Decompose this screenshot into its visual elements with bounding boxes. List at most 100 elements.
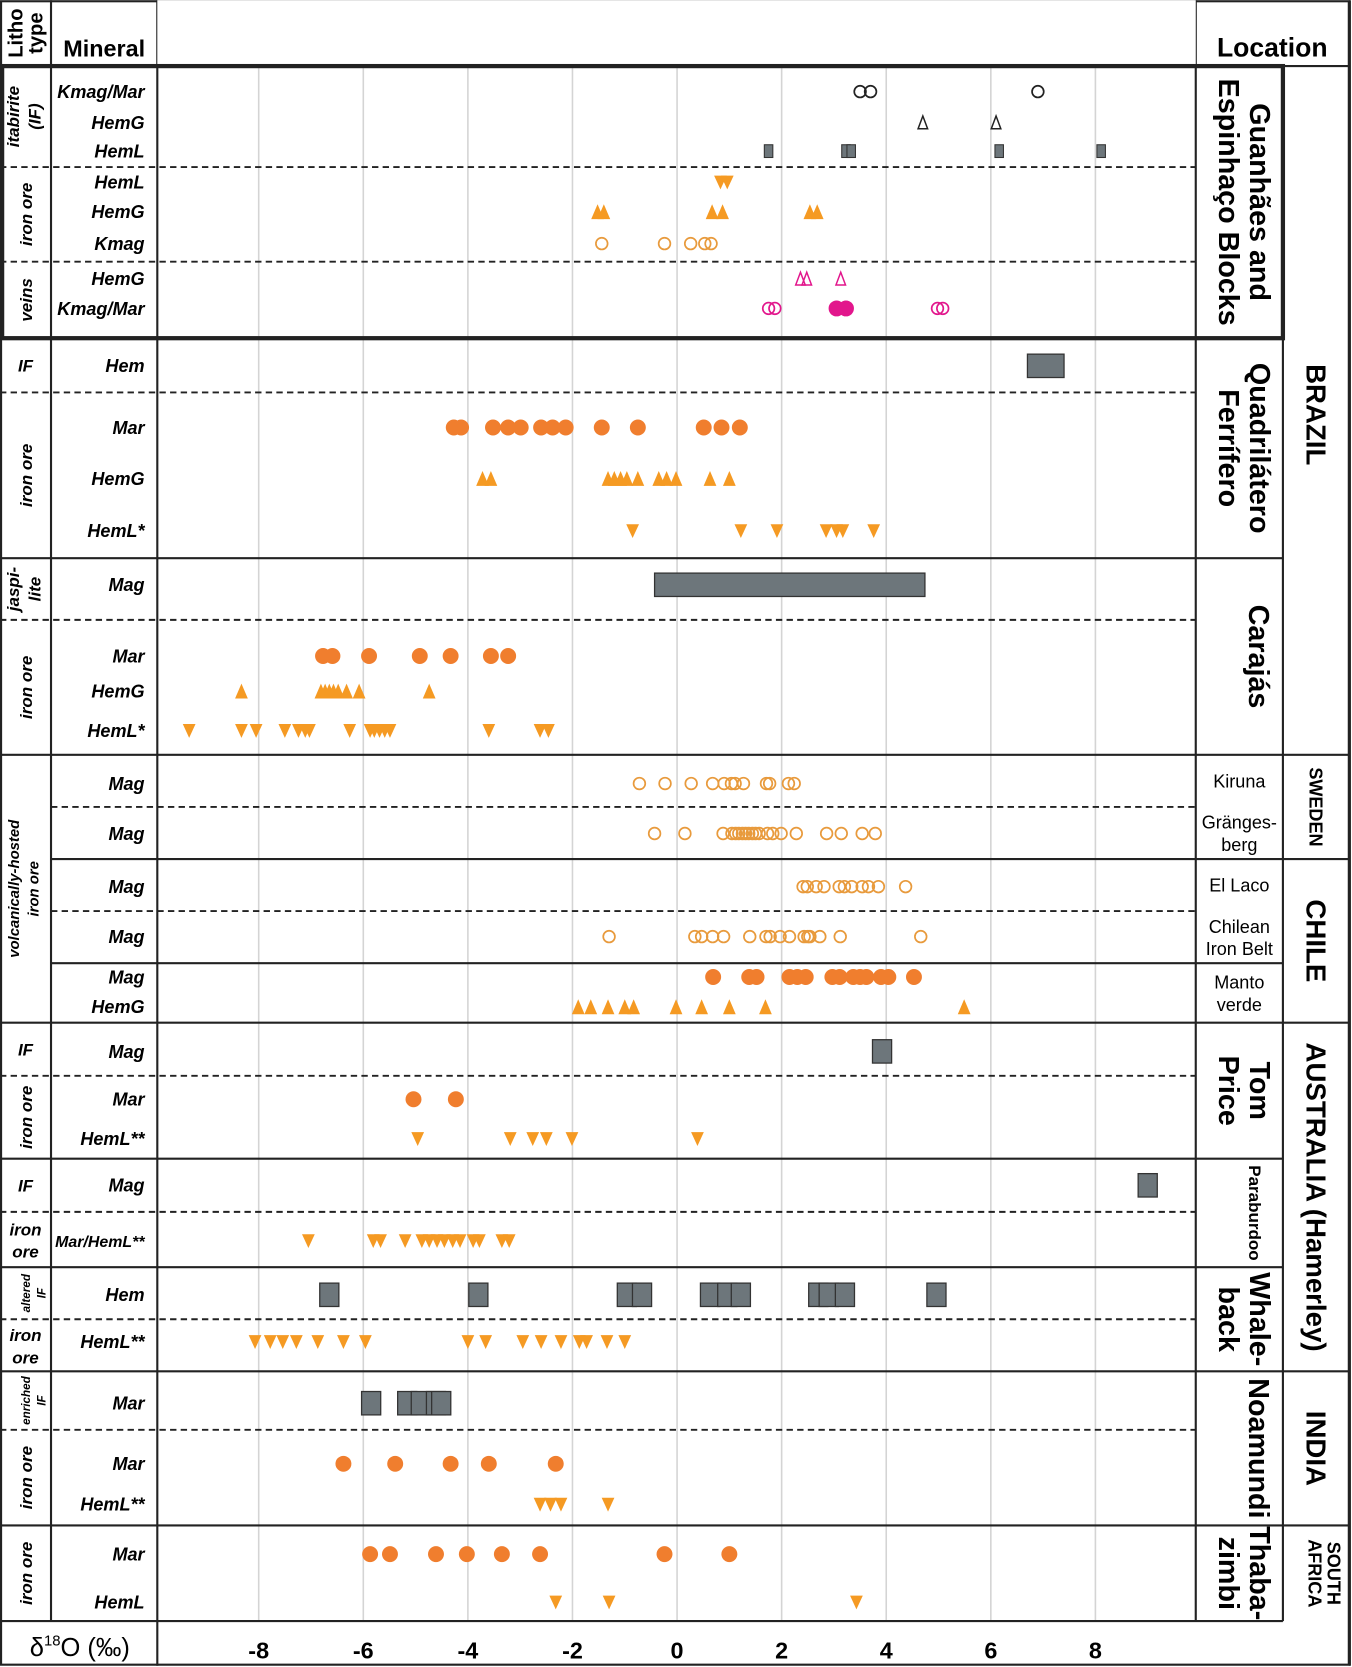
x-tick-label: 6	[984, 1637, 997, 1663]
data-point-triangle-down	[850, 1595, 863, 1610]
data-point-triangle-down	[482, 724, 496, 738]
data-point-triangle-down	[601, 1497, 615, 1512]
mineral-label: Mar	[112, 1394, 145, 1414]
country-label: AUSTRALIA (Hamerley)	[1300, 1042, 1331, 1351]
data-point-circle	[500, 419, 517, 436]
data-point-open-circle	[914, 929, 928, 944]
mineral-label: HemL	[94, 172, 144, 192]
data-point-triangle-down	[554, 1497, 568, 1512]
mineral-label: Kmag/Mar	[57, 299, 145, 319]
data-point-open-circle	[832, 879, 846, 894]
location-label-line: Price	[1212, 1056, 1244, 1126]
data-point-triangle-up	[597, 204, 611, 220]
data-row	[360, 1390, 452, 1416]
data-point-circle	[442, 648, 459, 664]
country-label-line: AFRICA	[1304, 1539, 1324, 1607]
data-point-open-circle	[768, 301, 782, 316]
data-point-circle	[500, 648, 517, 664]
x-tick-label: 8	[1089, 1637, 1102, 1663]
litho-label: iron ore	[17, 1446, 36, 1509]
litho-label-line: altered	[20, 1273, 33, 1312]
data-point-triangle-up	[705, 204, 719, 220]
location-label-line: zimbi	[1212, 1537, 1244, 1610]
litho-label: enriched IF	[20, 1375, 49, 1425]
mineral-label: HemG	[91, 269, 144, 289]
mineral-label: HemG	[91, 997, 144, 1017]
data-point-circle	[858, 969, 875, 985]
litho-label-line: IF	[18, 357, 34, 376]
data-point-triangle-down	[337, 1335, 350, 1350]
data-point-rect	[319, 1282, 340, 1308]
data-point-triangle-down	[626, 524, 639, 539]
data-row	[319, 1282, 947, 1308]
data-point-open-circle	[742, 826, 756, 841]
data-row	[761, 300, 950, 317]
data-point-open-circle	[834, 826, 848, 841]
data-row	[302, 1234, 516, 1249]
data-point-open-circle	[868, 826, 882, 841]
litho-label-line: iron ore	[17, 1542, 36, 1605]
location-label: El Laco	[1209, 875, 1269, 895]
x-tick-label: 2	[775, 1637, 788, 1663]
data-point-open-circle	[762, 776, 777, 791]
data-point-open-circle	[704, 236, 718, 251]
mineral-label: HemL*	[87, 721, 145, 741]
data-point-triangle-down	[542, 724, 555, 738]
data-point-rect	[1137, 1172, 1158, 1198]
location-label-line: Paraburdoo	[1245, 1165, 1264, 1260]
data-point-small-rect	[994, 144, 1004, 159]
data-point-open-circle	[789, 826, 803, 841]
data-point-circle	[411, 648, 428, 664]
data-point-open-circle	[716, 929, 731, 944]
litho-label: jaspi-lite	[4, 566, 44, 613]
data-point-open-circle	[871, 879, 886, 894]
data-row	[794, 270, 847, 286]
data-point-open-circle	[787, 776, 801, 791]
data-point-triangle-down	[867, 524, 881, 539]
data-point-circle	[533, 419, 550, 436]
data-point-circle	[485, 419, 501, 436]
data-row	[248, 1335, 632, 1350]
data-point-triangle-down	[289, 1335, 303, 1350]
mineral-label: Mar	[112, 418, 145, 438]
location-label: Carajás	[1242, 605, 1274, 709]
data-point-triangle-up	[422, 683, 436, 699]
data-point-triangle-down	[343, 724, 357, 738]
data-point-triangle-up	[627, 999, 641, 1015]
data-point-circle	[831, 969, 848, 985]
data-point-triangle-down	[473, 1234, 486, 1249]
data-point-open-triangle	[800, 270, 813, 286]
data-row	[595, 236, 718, 251]
data-point-circle	[656, 1546, 673, 1563]
location-label-line: Carajás	[1242, 605, 1274, 709]
data-point-triangle-up	[722, 999, 736, 1015]
data-point-circle	[458, 1546, 475, 1563]
data-point-triangle-down	[398, 1234, 412, 1249]
country-label-line: AUSTRALIA (Hamerley)	[1300, 1042, 1331, 1351]
data-point-triangle-up	[476, 471, 489, 486]
data-row	[705, 969, 922, 985]
data-row	[602, 929, 928, 944]
mineral-label: HemG	[91, 202, 144, 222]
country-label-line: INDIA	[1300, 1411, 1331, 1486]
data-row	[533, 1497, 615, 1512]
data-point-open-circle	[855, 826, 869, 841]
location-label-line: Noamundi	[1242, 1378, 1274, 1518]
data-point-triangle-down	[533, 1497, 547, 1512]
data-row	[714, 175, 734, 190]
data-row	[591, 204, 824, 220]
data-row	[405, 1091, 464, 1108]
data-point-rect	[834, 1282, 856, 1308]
data-point-triangle-up	[669, 999, 683, 1015]
data-point-triangle-down	[374, 1234, 387, 1249]
litho-label-line: jaspi-	[4, 566, 23, 613]
data-point-triangle-down	[691, 1132, 704, 1146]
location-label-line: Kiruna	[1213, 771, 1266, 791]
data-row	[571, 999, 971, 1015]
data-point-open-circle	[813, 929, 827, 944]
data-row	[853, 84, 1045, 99]
data-row	[653, 572, 926, 598]
data-point-triangle-down	[278, 724, 292, 738]
litho-label: IF	[18, 1177, 34, 1196]
